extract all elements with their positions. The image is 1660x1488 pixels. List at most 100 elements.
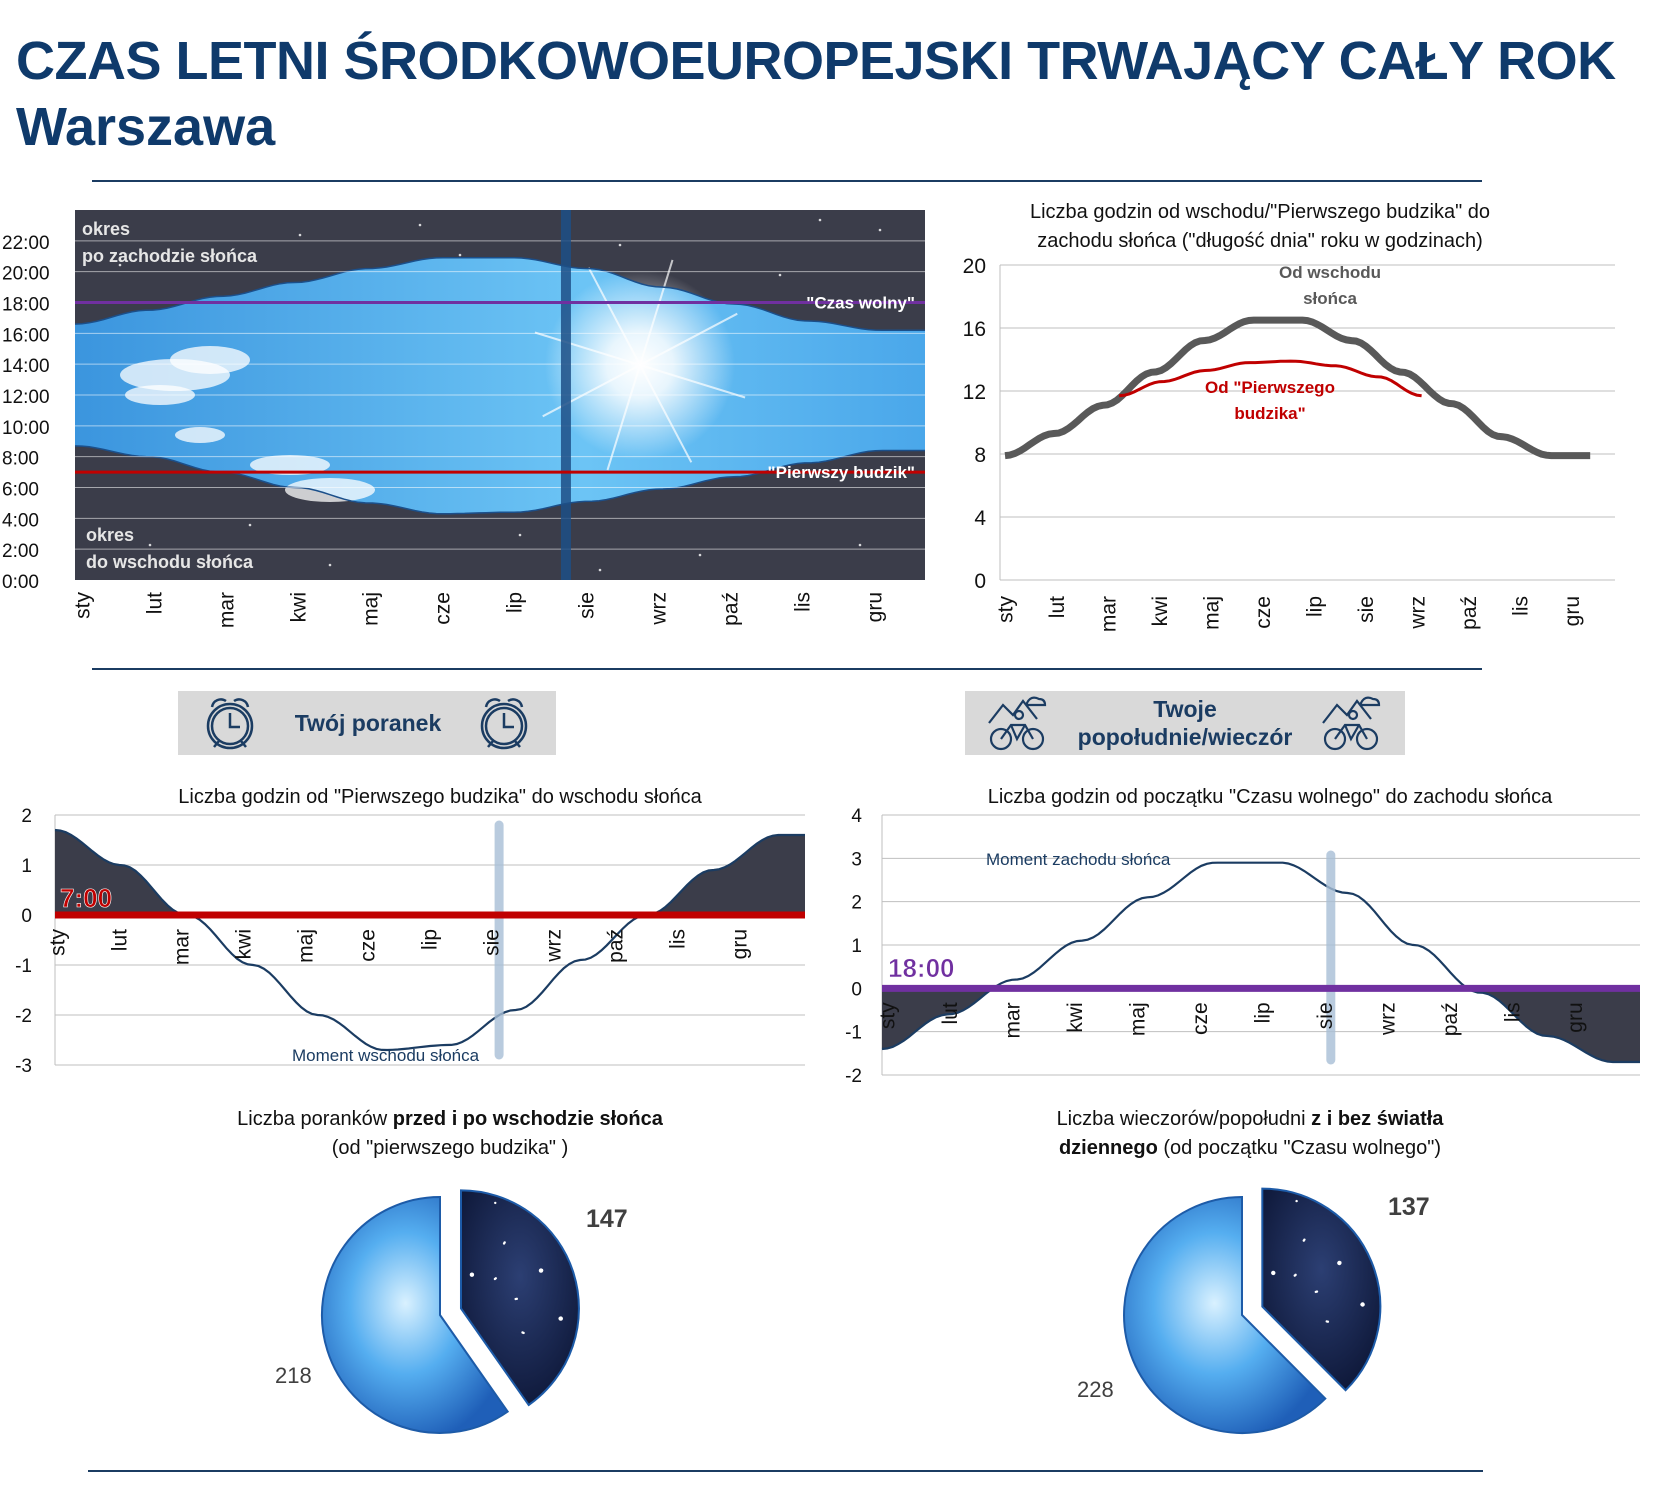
divider-middle	[92, 668, 1482, 670]
pie-star-7	[494, 1201, 497, 1205]
evening-pie-title-a: Liczba wieczorów/popołudni	[1056, 1108, 1312, 1130]
day-length-title-line2: zachodu słońca ("długość dnia" roku w go…	[1037, 230, 1483, 252]
x-tick-cze: cze	[432, 592, 455, 625]
y-tick-4: 4	[851, 806, 862, 827]
x-tick-lis: lis	[1510, 596, 1533, 616]
x-tick-sty: sty	[47, 929, 70, 956]
alarm-label: "Pierwszy budzik"	[768, 463, 915, 482]
x-tick-maj: maj	[295, 929, 318, 963]
x-tick-wrz: wrz	[1407, 596, 1430, 630]
y-tick-12: 12:00	[2, 387, 50, 408]
reference-label: 7:00	[60, 883, 112, 913]
star-0	[118, 263, 122, 267]
y-tick-12: 12	[963, 381, 986, 404]
star-10	[858, 543, 862, 547]
day-length-title-line1: Liczba godzin od wschodu/"Pierwszego bud…	[1029, 201, 1491, 223]
alarm-clock-icon	[206, 698, 254, 750]
evening-section-label-line2: popołudnie/wieczór	[1077, 724, 1293, 750]
x-tick-sie: sie	[1355, 596, 1378, 623]
sun-ray-5	[587, 267, 641, 366]
pie-slice-day	[321, 1195, 510, 1434]
sun-ray-0	[639, 364, 746, 399]
bottom-annotation-line1: okres	[86, 525, 134, 545]
y-tick-0: 0	[851, 979, 862, 1000]
star-9	[698, 553, 702, 557]
evening-section-label: Twoje popołudnie/wieczór	[1055, 695, 1315, 751]
x-tick-mar: mar	[1002, 1002, 1025, 1038]
x-tick-lip: lip	[419, 929, 442, 950]
sun-ray-2	[606, 364, 641, 471]
evening-pie: 137 228	[1077, 1187, 1430, 1434]
pie-slice-night	[459, 1189, 580, 1407]
bottom-annotation-line2: do wschodu słońca	[86, 552, 254, 572]
sun-ray-1	[639, 364, 693, 463]
morning-section-box: Twój poranek	[178, 691, 556, 755]
y-tick-2: 2:00	[2, 541, 39, 562]
current-date-marker	[560, 210, 571, 580]
star-7	[328, 563, 332, 567]
evening-section-box: Twoje popołudnie/wieczór	[965, 691, 1405, 755]
pie-slice-day	[1123, 1195, 1327, 1434]
x-tick-paź: paź	[1439, 1002, 1462, 1036]
star-2	[458, 253, 462, 257]
star-1	[298, 233, 302, 237]
y-tick-18: 18:00	[2, 295, 50, 316]
y-tick-0: 0	[21, 906, 32, 927]
y-tick-1: 1	[21, 856, 32, 877]
cloud-3	[250, 455, 330, 475]
free-time-label: "Czas wolny"	[806, 294, 915, 313]
x-tick-lut: lut	[109, 929, 132, 951]
pie-star-9	[1293, 1274, 1296, 1277]
page-subtitle: Warszawa	[16, 97, 276, 157]
x-tick-mar: mar	[1098, 596, 1121, 632]
pie-label-night: 147	[586, 1205, 628, 1233]
x-tick-cze: cze	[1189, 1002, 1212, 1035]
x-tick-maj: maj	[1127, 1002, 1150, 1036]
morning-chart: 2 1 0 -1 -2 -3 7:00 Moment wschodu słońca sty lut…	[15, 806, 805, 1077]
pie-label-day: 218	[275, 1363, 312, 1388]
pie-label-night: 137	[1388, 1193, 1430, 1221]
series-alarm-label-2: budzika"	[1234, 404, 1305, 423]
y-tick-0: 0	[974, 570, 986, 593]
y-tick-22: 22:00	[2, 233, 50, 254]
star-8	[518, 533, 522, 537]
x-tick-lut: lut	[1046, 596, 1069, 618]
x-tick-sty: sty	[877, 1002, 900, 1029]
pie-slice-night	[1261, 1187, 1382, 1392]
x-tick-paź: paź	[605, 929, 628, 963]
star-13	[418, 223, 422, 227]
x-tick-lut: lut	[939, 1002, 962, 1024]
pie-star-11	[514, 1297, 517, 1301]
alarm-clock-icon-right	[480, 698, 528, 750]
x-tick-paź: paź	[720, 592, 743, 626]
pie-star-10	[1337, 1260, 1342, 1266]
top-annotation-line1: okres	[82, 219, 130, 239]
evening-pie-title-d: (od początku "Czasu wolnego")	[1157, 1137, 1442, 1159]
x-tick-wrz: wrz	[648, 592, 671, 626]
pie-star-11	[1314, 1290, 1318, 1294]
y-tick-2: 2	[851, 893, 862, 914]
pie-star-10	[538, 1268, 544, 1273]
x-tick-gru: gru	[729, 929, 752, 959]
morning-chart-title: Liczba godzin od "Pierwszego budzika" do…	[178, 786, 702, 808]
x-tick-mar: mar	[171, 929, 194, 965]
y-tick-1: 1	[851, 936, 862, 957]
pie-star-13	[521, 1331, 524, 1334]
x-tick-wrz: wrz	[543, 929, 566, 963]
y-tick-3: 3	[851, 849, 862, 870]
x-tick-kwi: kwi	[288, 592, 311, 622]
cloud-5	[175, 427, 225, 443]
morning-pie-title-a: Liczba poranków	[237, 1108, 393, 1130]
sun-ray-6	[639, 259, 674, 366]
x-tick-maj: maj	[360, 592, 383, 626]
sun-ray-7	[639, 312, 738, 366]
pie-star-8	[1302, 1239, 1305, 1242]
series-sunrise-label-1: Od wschodu	[1279, 263, 1381, 282]
y-tick-20: 20:00	[2, 264, 50, 285]
pie-star-12	[558, 1317, 561, 1320]
pie-star-13	[1325, 1320, 1328, 1323]
y-tick-8: 8:00	[2, 449, 39, 470]
page-title: CZAS LETNI ŚRODKOWOEUROPEJSKI TRWAJĄCY C…	[16, 31, 1616, 91]
pie-star-7	[1295, 1199, 1298, 1203]
star-6	[148, 543, 152, 547]
